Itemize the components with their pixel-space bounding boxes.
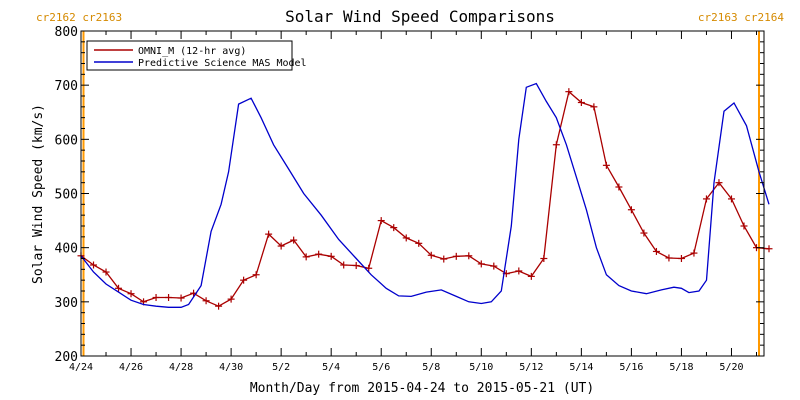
y-tick-label: 300 bbox=[55, 296, 78, 311]
x-tick-label: 4/30 bbox=[219, 362, 243, 373]
data-point-omni bbox=[740, 222, 748, 230]
data-point-omni bbox=[652, 247, 660, 255]
series-line-mas bbox=[80, 82, 770, 308]
data-point-omni bbox=[290, 236, 298, 244]
data-point-omni bbox=[602, 161, 610, 169]
series-group bbox=[77, 82, 773, 310]
data-point-omni bbox=[490, 262, 498, 270]
data-point-omni bbox=[340, 261, 348, 269]
data-point-omni bbox=[727, 195, 735, 203]
legend-label-omni: OMNI_M (12-hr avg) bbox=[138, 46, 246, 57]
x-tick-label: 5/8 bbox=[422, 362, 440, 373]
x-tick-label: 4/26 bbox=[119, 362, 143, 373]
x-axis: 4/24 4/26 4/28 4/30 5/2 5/4 5/6 5/8 5/10 5/12 5/14… bbox=[69, 31, 757, 373]
data-point-omni bbox=[715, 179, 723, 187]
rotation-label-left: cr2162 cr2163 bbox=[36, 11, 122, 24]
data-point-omni bbox=[265, 230, 273, 238]
x-tick-label: 4/24 bbox=[69, 362, 93, 373]
data-point-omni bbox=[240, 276, 248, 284]
data-point-omni bbox=[665, 254, 673, 262]
data-point-omni bbox=[115, 284, 123, 292]
data-point-omni bbox=[565, 88, 573, 96]
data-point-omni bbox=[215, 302, 223, 310]
data-point-omni bbox=[690, 249, 698, 257]
data-point-omni bbox=[165, 294, 173, 301]
y-tick-label: 400 bbox=[55, 242, 78, 257]
data-point-omni bbox=[577, 99, 585, 106]
chart-title: Solar Wind Speed Comparisons bbox=[285, 7, 555, 26]
data-point-omni bbox=[177, 294, 185, 302]
data-point-omni bbox=[277, 242, 285, 250]
x-tick-label: 5/12 bbox=[519, 362, 543, 373]
data-point-omni bbox=[477, 260, 485, 268]
x-tick-label: 5/16 bbox=[619, 362, 643, 373]
data-point-omni bbox=[352, 262, 360, 270]
data-point-omni bbox=[252, 271, 260, 279]
x-axis-label: Month/Day from 2015-04-24 to 2015-05-21 … bbox=[250, 381, 594, 396]
legend-label-mas: Predictive Science MAS Model bbox=[138, 58, 307, 69]
data-point-omni bbox=[527, 272, 535, 280]
data-point-omni bbox=[677, 255, 685, 262]
data-point-omni bbox=[440, 255, 448, 263]
data-point-omni bbox=[202, 297, 210, 305]
data-point-omni bbox=[552, 141, 560, 149]
data-point-omni bbox=[465, 252, 473, 260]
legend-box bbox=[86, 40, 293, 71]
x-tick-label: 4/28 bbox=[169, 362, 193, 373]
data-point-omni bbox=[702, 195, 710, 203]
x-tick-label: 5/14 bbox=[569, 362, 593, 373]
x-tick-label: 5/2 bbox=[272, 362, 290, 373]
data-point-omni bbox=[590, 103, 598, 111]
data-point-omni bbox=[627, 206, 635, 214]
legend: OMNI_M (12-hr avg) Predictive Science MA… bbox=[86, 40, 307, 71]
data-point-omni bbox=[90, 261, 98, 269]
data-point-omni bbox=[227, 295, 235, 303]
data-point-omni bbox=[315, 250, 323, 258]
x-tick-label: 5/10 bbox=[469, 362, 493, 373]
y-axis-label: Solar Wind Speed (km/s) bbox=[31, 104, 46, 284]
data-point-omni bbox=[402, 234, 410, 242]
y-tick-label: 800 bbox=[55, 25, 78, 40]
data-point-omni bbox=[452, 252, 460, 260]
data-point-omni bbox=[540, 255, 548, 262]
data-point-omni bbox=[415, 239, 423, 247]
x-tick-label: 5/20 bbox=[719, 362, 743, 373]
data-point-omni bbox=[615, 183, 623, 191]
y-tick-label: 200 bbox=[55, 350, 78, 365]
plot-frame bbox=[80, 30, 765, 357]
data-point-omni bbox=[302, 253, 310, 261]
y-tick-label: 500 bbox=[55, 188, 78, 203]
rotation-lines bbox=[82, 31, 760, 356]
data-point-omni bbox=[377, 217, 385, 225]
data-point-omni bbox=[390, 224, 398, 232]
data-point-omni bbox=[152, 294, 160, 301]
data-point-omni bbox=[327, 252, 335, 260]
data-point-omni bbox=[765, 245, 773, 253]
x-tick-label: 5/6 bbox=[372, 362, 390, 373]
data-point-omni bbox=[427, 251, 435, 259]
x-tick-label: 5/4 bbox=[322, 362, 340, 373]
y-tick-label: 700 bbox=[55, 79, 78, 94]
rotation-label-right: cr2163 cr2164 bbox=[698, 11, 784, 24]
y-axis: 200 300 400 500 600 700 800 bbox=[55, 25, 764, 365]
data-point-omni bbox=[640, 229, 648, 237]
data-point-omni bbox=[127, 290, 135, 298]
y-tick-label: 600 bbox=[55, 133, 78, 148]
x-tick-label: 5/18 bbox=[669, 362, 693, 373]
data-point-omni bbox=[365, 264, 373, 272]
data-point-omni bbox=[102, 268, 110, 276]
data-point-omni bbox=[515, 267, 523, 275]
series-line-omni bbox=[80, 90, 770, 307]
